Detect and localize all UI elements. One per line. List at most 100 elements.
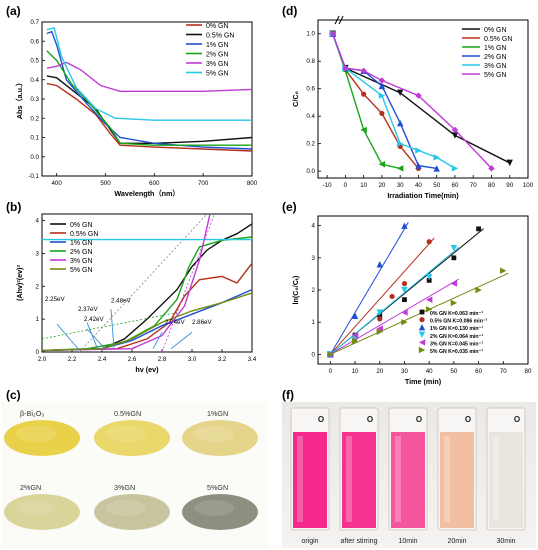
panel-a: 400 500 600 700 800 -0.1 0.0 0.1 0.2 0.3 0.4 0.5 0.6… — [0, 0, 262, 200]
data-point — [415, 147, 422, 154]
legend-label: 5% GN — [70, 267, 93, 274]
legend-label: 0% GN K=0.063 min⁻¹ — [430, 311, 483, 317]
powder-pile — [94, 420, 170, 456]
vial-label: 20min — [447, 538, 466, 545]
bandgap-annotation: 2.42eV — [84, 316, 104, 323]
data-point — [433, 165, 440, 172]
data-point — [342, 64, 349, 72]
data-point — [476, 226, 481, 232]
powder-label: β-Bi₂O₃ — [20, 409, 44, 418]
annotation-arrow — [152, 332, 163, 349]
legend-label: 3% GN — [206, 61, 229, 68]
glass-reflection — [346, 436, 352, 522]
x-tick-label: 50 — [450, 368, 457, 375]
data-point — [378, 77, 386, 84]
data-point — [488, 165, 495, 172]
x-tick-label: 700 — [198, 180, 209, 187]
data-point — [376, 309, 383, 316]
data-point — [361, 91, 367, 97]
data-point — [425, 306, 433, 313]
annotation-arrow — [56, 323, 80, 351]
x-tick-label: -10 — [323, 182, 333, 189]
vial-label: after stirring — [341, 538, 378, 545]
x-tick-label: 40 — [415, 182, 422, 189]
legend-label: 0% GN — [70, 222, 93, 229]
data-point — [401, 318, 408, 326]
legend-label: 3% GN K=0.045 min⁻¹ — [430, 341, 483, 347]
data-point — [450, 244, 458, 252]
x-tick-label: 3.2 — [218, 356, 227, 363]
data-point — [506, 159, 513, 167]
annotation-arrow — [86, 322, 98, 349]
plot-frame — [41, 213, 253, 353]
legend-marker — [419, 317, 425, 323]
x-tick-label: 60 — [452, 182, 459, 189]
legend-label: 0.5% GN K=0.086 min⁻¹ — [430, 319, 488, 325]
x-tick-label: 2.0 — [38, 356, 47, 363]
tangent-line — [161, 213, 215, 353]
powder-samples: β-Bi₂O₃ 0.5%GN 1%GN 2%GN 3%GN 5%GN — [4, 409, 258, 530]
fit-line — [329, 222, 409, 355]
y-tick-label: 1 — [36, 316, 40, 323]
solution — [391, 432, 425, 528]
panel-d: -10 0 10 20 30 40 50 60 70 80 90 100 0.0 0.2 0.4 0.6 0.8… — [276, 0, 538, 210]
vial-label: 30min — [496, 538, 515, 545]
y-tick-label: 0.4 — [30, 77, 39, 84]
powder-label: 2%GN — [20, 483, 41, 492]
series-line — [331, 33, 456, 169]
data-point — [475, 286, 482, 294]
x-tick-label: 2.4 — [98, 356, 107, 363]
powder-label: 0.5%GN — [114, 409, 141, 418]
powder-highlight — [194, 500, 234, 516]
x-tick-label: 2.2 — [68, 356, 77, 363]
data-point — [396, 119, 404, 127]
data-point — [451, 126, 459, 134]
data-point — [396, 89, 404, 97]
powder-pile — [4, 494, 80, 530]
y-tick-label: 2 — [36, 283, 40, 290]
series-line — [46, 26, 252, 121]
x-tick-label: 800 — [247, 180, 258, 187]
legend-label: 5% GN — [206, 71, 229, 78]
data-point — [415, 162, 422, 169]
y-tick-label: -0.1 — [28, 173, 39, 180]
series-line — [46, 61, 253, 92]
annotation-arrow — [110, 309, 115, 349]
y-tick-label: 0.2 — [306, 141, 315, 148]
chart-e-kinetics: 0 10 20 30 40 50 60 70 80 0 1 2 3 4 Time (min) ln(C₀/Cₜ… — [291, 215, 532, 386]
y-tick-label: 0 — [312, 351, 316, 358]
panel-label-d: (d) — [282, 4, 298, 18]
y-tick-label: 0 — [36, 349, 40, 356]
solution — [489, 432, 523, 528]
powder-pile — [182, 420, 258, 456]
cuvette-mark: O — [416, 415, 422, 424]
data-point — [351, 338, 359, 345]
cuvette-mark: O — [514, 415, 520, 424]
x-tick-label: 80 — [488, 182, 495, 189]
data-point — [376, 328, 383, 336]
legend-marker — [418, 331, 426, 338]
x-tick-label: 90 — [506, 182, 513, 189]
panel-e: 0 10 20 30 40 50 60 70 80 0 1 2 3 4 Time (min) ln(C₀/Cₜ… — [276, 198, 538, 388]
data-point — [396, 165, 404, 172]
y-axis-title: Abs（a.u.） — [15, 79, 24, 119]
y-tick-label: 0.7 — [30, 19, 39, 26]
x-tick-label: 30 — [397, 182, 404, 189]
x-tick-label: 10 — [360, 182, 367, 189]
x-tick-label: 3.4 — [248, 356, 257, 363]
chart-a-uv-vis: 400 500 600 700 800 -0.1 0.0 0.1 0.2 0.3 0.4 0.5 0.6… — [15, 19, 258, 198]
powder-highlight — [16, 426, 56, 442]
legend-label: 3% GN — [70, 258, 93, 265]
y-tick-label: 0.6 — [30, 38, 39, 45]
glass-reflection — [444, 436, 450, 522]
y-tick-label: 0.3 — [30, 96, 39, 103]
x-tick-label: 2.6 — [128, 356, 137, 363]
cuvette-mark: O — [465, 415, 471, 424]
powder-highlight — [106, 500, 146, 516]
y-tick-label: 0.8 — [306, 58, 315, 65]
data-point — [451, 165, 459, 172]
panel-label-b: (b) — [6, 200, 22, 214]
glass-reflection — [297, 436, 303, 522]
data-point — [389, 293, 395, 300]
